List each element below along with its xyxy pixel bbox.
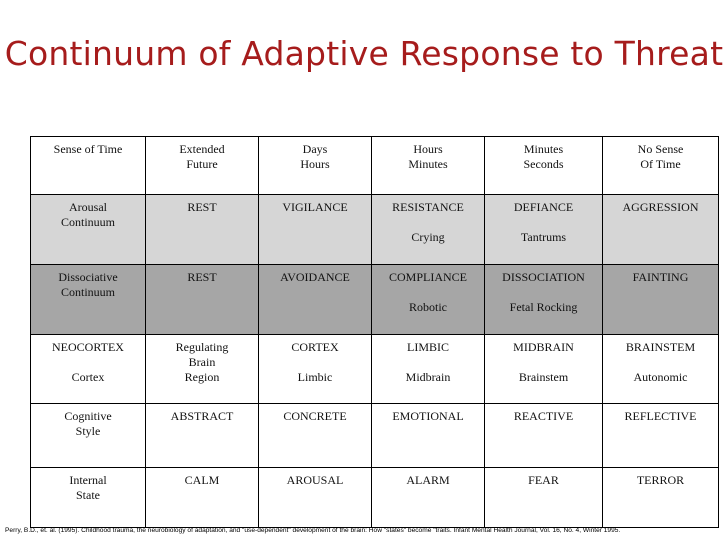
response-table: Sense of Time Extended Future Days Hours…: [30, 136, 719, 528]
cell-main: DISSOCIATION: [502, 270, 585, 284]
table-cell: REST: [145, 194, 259, 265]
cell-main: ALARM: [406, 473, 450, 487]
row-header-label: NEOCORTEX: [52, 340, 124, 354]
table-cell: Minutes Seconds: [484, 136, 603, 195]
cell-main: REACTIVE: [513, 409, 574, 423]
table-cell: LIMBIC Midbrain: [371, 334, 485, 404]
cell-sub: Fetal Rocking: [509, 300, 578, 314]
table-cell: Hours Minutes: [371, 136, 485, 195]
row-header-label: Cognitive Style: [64, 409, 112, 438]
cell-main: Minutes Seconds: [523, 142, 564, 171]
cell-main: CALM: [184, 473, 220, 487]
citation: Perry, B.D., et. al. (1995). Childhood t…: [5, 527, 621, 534]
table-cell: CONCRETE: [258, 403, 372, 468]
table-cell: VIGILANCE: [258, 194, 372, 265]
row-header: Arousal Continuum: [30, 194, 146, 265]
table-cell: COMPLIANCE Robotic: [371, 264, 485, 335]
table-cell: Days Hours: [258, 136, 372, 195]
cell-sub: Midbrain: [405, 370, 451, 384]
table-cell: CORTEX Limbic: [258, 334, 372, 404]
cell-main: LIMBIC: [407, 340, 449, 354]
row-header-label: Internal State: [69, 473, 107, 502]
table-cell: RESISTANCE Crying: [371, 194, 485, 265]
slide-title: Continuum of Adaptive Response to Threat: [4, 34, 724, 73]
table-cell: Extended Future: [145, 136, 259, 195]
row-header: Internal State: [30, 467, 146, 528]
cell-main: AVOIDANCE: [280, 270, 350, 284]
table-cell: DEFIANCE Tantrums: [484, 194, 603, 265]
cell-main: No Sense Of Time: [637, 142, 684, 171]
row-header-label: Dissociative Continuum: [58, 270, 118, 299]
row-header: Sense of Time: [30, 136, 146, 195]
table-cell: FAINTING: [602, 264, 719, 335]
row-header: Cognitive Style: [30, 403, 146, 468]
cell-main: REST: [187, 200, 217, 214]
cell-main: DEFIANCE: [513, 200, 574, 214]
cell-main: AGGRESSION: [622, 200, 699, 214]
table-row-arousal: Arousal Continuum REST VIGILANCE RESISTA…: [30, 194, 719, 265]
table-cell: DISSOCIATION Fetal Rocking: [484, 264, 603, 335]
cell-main: BRAINSTEM: [625, 340, 696, 354]
cell-main: REST: [187, 270, 217, 284]
table-cell: Regulating Brain Region: [145, 334, 259, 404]
cell-main: Extended Future: [179, 142, 225, 171]
cell-main: VIGILANCE: [282, 200, 348, 214]
cell-main: Days Hours: [300, 142, 330, 171]
cell-main: FEAR: [528, 473, 559, 487]
row-header: NEOCORTEX Cortex: [30, 334, 146, 404]
table-cell: BRAINSTEM Autonomic: [602, 334, 719, 404]
table-row-sense-of-time: Sense of Time Extended Future Days Hours…: [30, 136, 719, 195]
cell-main: COMPLIANCE: [388, 270, 467, 284]
table-cell: AROUSAL: [258, 467, 372, 528]
cell-main: CORTEX: [291, 340, 339, 354]
table-row-cognitive-style: Cognitive Style ABSTRACT CONCRETE EMOTIO…: [30, 403, 719, 468]
table-cell: No Sense Of Time: [602, 136, 719, 195]
cell-main: EMOTIONAL: [392, 409, 464, 423]
table-cell: ALARM: [371, 467, 485, 528]
cell-main: CONCRETE: [283, 409, 347, 423]
cell-main: ABSTRACT: [170, 409, 234, 423]
cell-main: RESISTANCE: [392, 200, 464, 214]
table-cell: REFLECTIVE: [602, 403, 719, 468]
cell-main: FAINTING: [632, 270, 689, 284]
cell-sub: Tantrums: [520, 230, 567, 244]
table-cell: ABSTRACT: [145, 403, 259, 468]
cell-sub: Robotic: [409, 300, 447, 314]
cell-main: Hours Minutes: [408, 142, 448, 171]
table-cell: TERROR: [602, 467, 719, 528]
row-header-label: Arousal Continuum: [60, 200, 115, 229]
table-cell: CALM: [145, 467, 259, 528]
cell-main: TERROR: [636, 473, 685, 487]
table-cell: EMOTIONAL: [371, 403, 485, 468]
row-header: Dissociative Continuum: [30, 264, 146, 335]
cell-sub: Crying: [411, 230, 445, 244]
cell-main: REFLECTIVE: [624, 409, 697, 423]
table-cell: AVOIDANCE: [258, 264, 372, 335]
row-header-sub: Cortex: [71, 370, 105, 384]
cell-sub: Autonomic: [633, 370, 688, 384]
table-cell: FEAR: [484, 467, 603, 528]
cell-sub: Limbic: [297, 370, 333, 384]
cell-main: AROUSAL: [286, 473, 344, 487]
table-cell: REST: [145, 264, 259, 335]
table-row-dissociative: Dissociative Continuum REST AVOIDANCE CO…: [30, 264, 719, 335]
table-row-brain-region: NEOCORTEXCortex Regulating Brain Region …: [30, 334, 719, 404]
table-row-internal-state: Internal State CALM AROUSAL ALARM FEAR T…: [30, 467, 719, 528]
table-cell: MIDBRAIN Brainstem: [484, 334, 603, 404]
cell-main: Regulating Brain Region: [175, 340, 229, 384]
cell-sub: Brainstem: [518, 370, 569, 384]
table-cell: REACTIVE: [484, 403, 603, 468]
cell-main: MIDBRAIN: [513, 340, 574, 354]
row-header-label: Sense of Time: [53, 142, 123, 156]
table-cell: AGGRESSION: [602, 194, 719, 265]
